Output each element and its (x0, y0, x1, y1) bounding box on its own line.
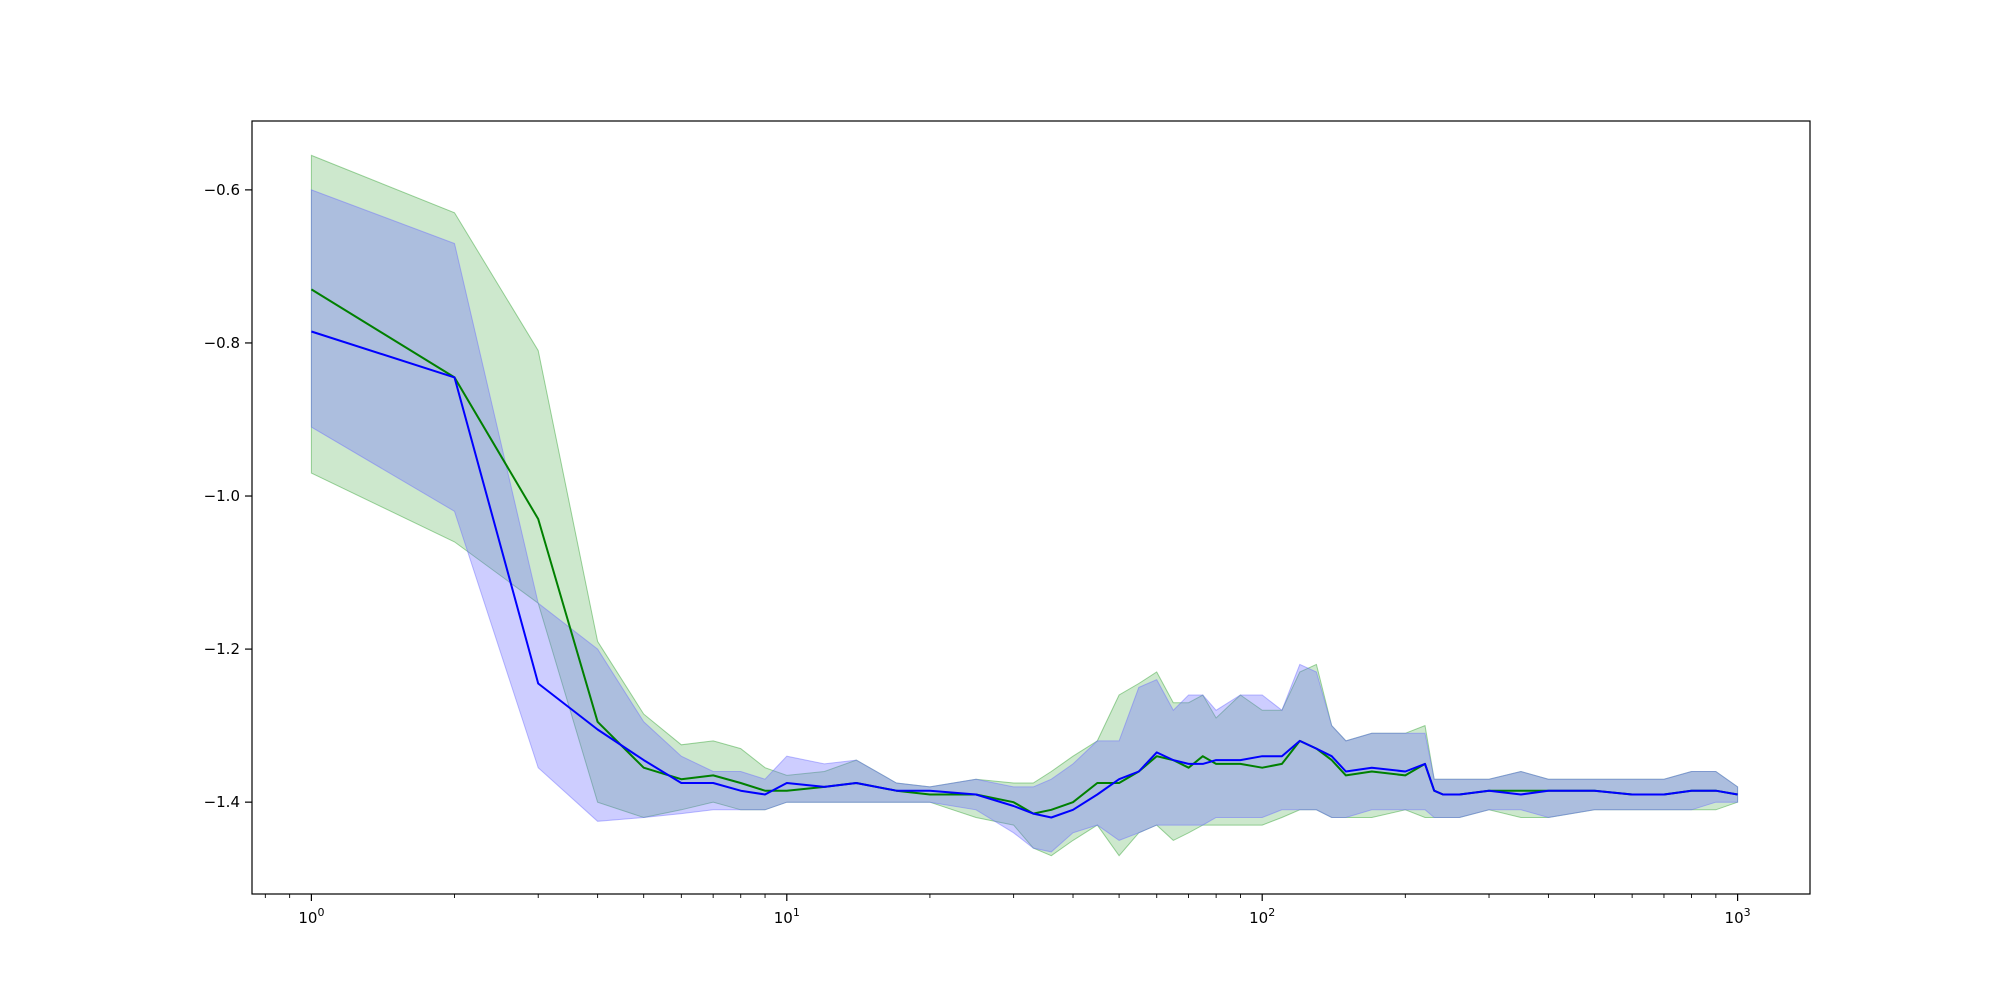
confidence-band-2 (310, 189, 1739, 853)
y-tick-label: −1.2 (204, 640, 240, 658)
x-tick-label: 102 (1249, 906, 1275, 927)
plot-marks (310, 154, 1739, 857)
plot-frame (251, 120, 1811, 895)
y-tick-label: −0.8 (204, 334, 240, 352)
plot-area (310, 154, 1739, 857)
x-axis: 100 101 102 103 (264, 894, 1751, 927)
x-tick-label: 103 (1725, 906, 1751, 927)
y-tick-label: −0.6 (204, 181, 240, 199)
confidence-band-1 (310, 154, 1739, 857)
y-tick-label: −1.4 (204, 793, 240, 811)
series-line-2 (311, 330, 1738, 819)
x-tick-label: 101 (774, 906, 800, 927)
y-axis: −0.6 −0.8 −1.0 −1.2 −1.4 (204, 181, 252, 811)
x-tick-label: 100 (298, 906, 324, 927)
y-tick-label: −1.0 (204, 487, 240, 505)
